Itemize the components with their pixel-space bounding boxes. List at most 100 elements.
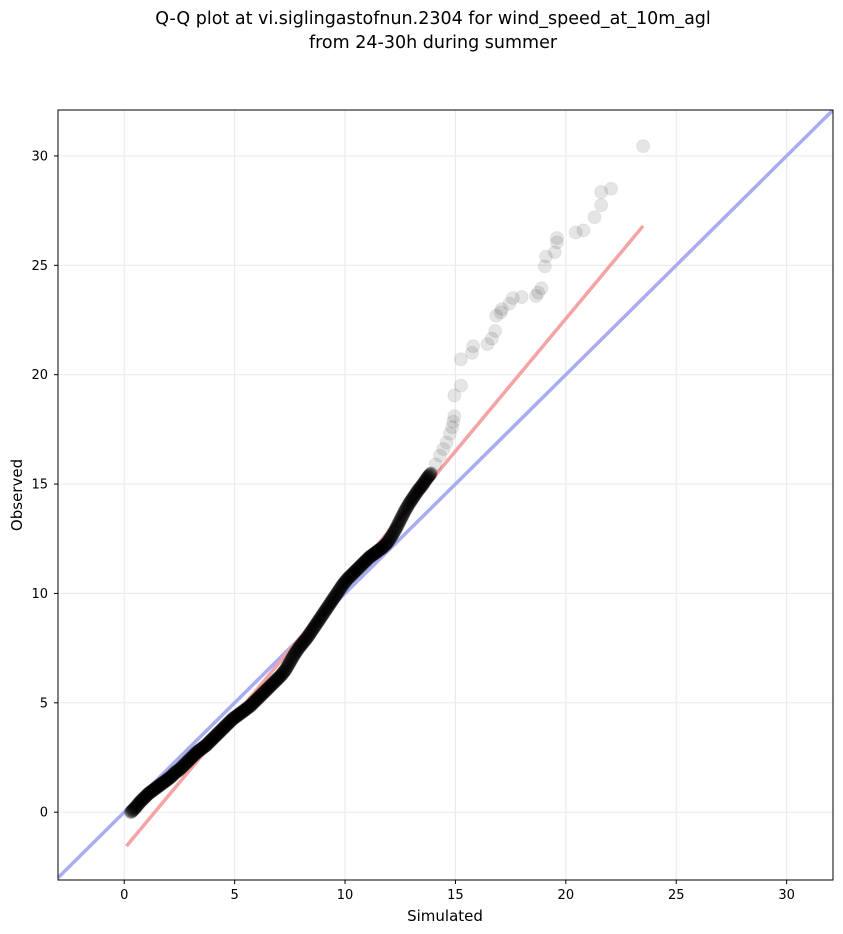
data-point (240, 701, 255, 716)
data-point (202, 734, 217, 749)
data-point (405, 492, 420, 507)
data-point (410, 483, 425, 498)
data-point (283, 654, 298, 669)
data-point (226, 711, 241, 726)
data-point (370, 544, 385, 559)
data-point (275, 666, 290, 681)
data-point (126, 802, 141, 817)
data-point (149, 780, 164, 795)
data-point (489, 308, 504, 323)
data-point (200, 737, 215, 752)
data-point (550, 235, 565, 250)
data-point (587, 210, 602, 225)
data-point (221, 716, 236, 731)
data-point (377, 538, 392, 553)
data-point (310, 615, 325, 630)
data-point (346, 565, 361, 580)
data-point (179, 755, 194, 770)
data-point (402, 495, 417, 510)
data-point (394, 510, 409, 525)
data-point (218, 718, 233, 733)
data-point (325, 593, 340, 607)
data-point (348, 564, 363, 579)
data-point (212, 725, 227, 740)
data-point (180, 754, 195, 769)
data-point (165, 768, 180, 783)
data-point (302, 626, 317, 641)
data-point (139, 788, 154, 803)
data-point (397, 504, 412, 519)
data-point (243, 698, 258, 713)
data-point (329, 587, 344, 602)
data-point (356, 556, 371, 571)
data-point (193, 742, 208, 757)
data-point (162, 770, 177, 785)
data-point (311, 613, 326, 628)
data-point (277, 663, 292, 678)
data-point (338, 574, 353, 589)
data-point (262, 680, 277, 695)
data-point (534, 281, 549, 296)
data-point (413, 480, 428, 495)
data-point (439, 435, 454, 450)
data-point (368, 545, 383, 560)
data-point (127, 801, 142, 816)
data-point (151, 779, 166, 794)
data-point (442, 426, 457, 441)
data-point (152, 778, 167, 793)
data-point (129, 799, 144, 814)
data-point (245, 696, 260, 711)
data-point (318, 602, 333, 617)
data-point (514, 290, 529, 305)
data-point (287, 647, 302, 662)
data-point (453, 378, 468, 393)
data-point (218, 719, 233, 734)
data-point (169, 764, 184, 779)
data-point (385, 527, 400, 542)
data-point (357, 554, 372, 569)
data-point (383, 530, 398, 545)
data-point (388, 523, 403, 538)
data-point (252, 689, 267, 704)
data-point (294, 637, 309, 652)
data-point (178, 756, 193, 771)
data-point (214, 723, 229, 738)
x-tick-label: 15 (447, 888, 464, 903)
data-point (351, 561, 366, 576)
data-point (207, 730, 222, 745)
data-point (269, 672, 284, 687)
y-tick-label: 10 (31, 587, 48, 602)
data-point (285, 651, 300, 666)
data-point (292, 640, 307, 655)
data-point (238, 702, 253, 717)
y-tick-label: 0 (40, 806, 48, 821)
data-point (407, 489, 422, 504)
data-point (303, 625, 318, 640)
data-point (529, 288, 544, 303)
data-point (324, 594, 339, 609)
data-point (368, 545, 383, 560)
data-point (365, 548, 380, 563)
data-point (157, 774, 172, 789)
data-point (297, 633, 312, 648)
data-point (421, 469, 436, 484)
data-point (343, 568, 358, 583)
data-point (538, 249, 553, 264)
data-point (164, 769, 179, 784)
data-point (436, 442, 451, 457)
data-point (134, 793, 149, 808)
data-point (345, 567, 360, 582)
data-point (135, 792, 150, 807)
data-point (196, 740, 211, 755)
data-point (249, 692, 264, 707)
data-point (357, 555, 372, 570)
data-point (251, 691, 266, 706)
data-point (212, 724, 227, 739)
data-point (358, 553, 373, 568)
data-point (274, 667, 289, 682)
data-point (172, 762, 187, 777)
data-point (373, 542, 388, 557)
data-point (310, 614, 325, 629)
data-point (405, 491, 420, 506)
y-axis-label: Observed (8, 459, 26, 531)
